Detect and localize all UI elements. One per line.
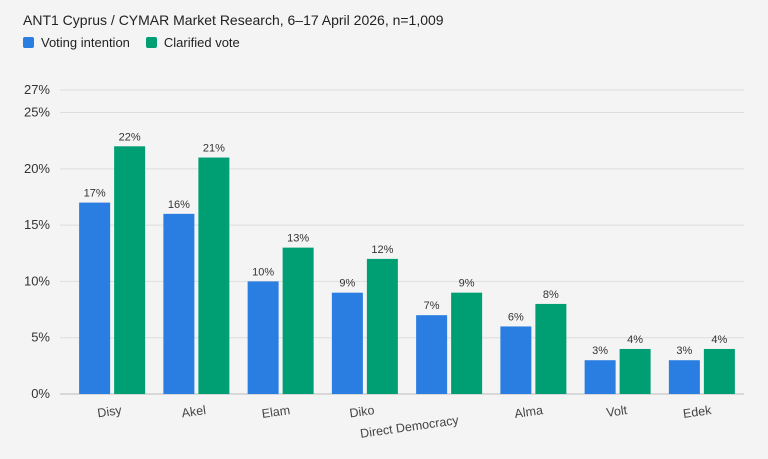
- bar-edek-series-0: [668, 360, 700, 394]
- bar-disy-series-1: [114, 146, 146, 394]
- y-tick-label-25: 25%: [24, 105, 50, 120]
- x-tick-label-volt: Volt: [605, 403, 628, 420]
- bar-direct-democracy-series-0: [416, 315, 448, 394]
- chart-title: ANT1 Cyprus / CYMAR Market Research, 6–1…: [23, 12, 444, 28]
- data-label-direct-democracy-series-1: 9%: [459, 278, 475, 290]
- y-tick-label-10: 10%: [24, 273, 50, 288]
- x-tick-label-disy: Disy: [97, 403, 124, 420]
- legend-label-clarified-vote: Clarified vote: [163, 35, 240, 50]
- data-label-alma-series-0: 6%: [508, 311, 524, 323]
- y-tick-label-5: 5%: [31, 330, 50, 345]
- bar-diko-series-0: [331, 292, 363, 394]
- bar-volt-series-1: [619, 348, 651, 394]
- legend-swatch-clarified-vote: [145, 37, 157, 48]
- bar-disy-series-0: [79, 202, 111, 394]
- bar-volt-series-0: [584, 360, 616, 394]
- data-label-volt-series-0: 3%: [592, 345, 608, 357]
- x-tick-label-akel: Akel: [181, 403, 207, 420]
- data-label-volt-series-1: 4%: [627, 334, 643, 346]
- data-label-alma-series-1: 8%: [543, 289, 559, 301]
- legend: Voting intention Clarified vote: [23, 35, 256, 50]
- bar-alma-series-1: [535, 303, 567, 394]
- data-label-diko-series-1: 12%: [371, 244, 393, 256]
- y-tick-label-20: 20%: [24, 161, 50, 176]
- data-label-akel-series-0: 16%: [168, 199, 190, 211]
- bar-direct-democracy-series-1: [451, 292, 483, 394]
- data-label-diko-series-0: 9%: [339, 278, 355, 290]
- x-tick-label-direct-democracy: Direct Democracy: [359, 413, 460, 441]
- bar-edek-series-1: [703, 348, 735, 394]
- data-label-disy-series-0: 17%: [84, 188, 106, 200]
- data-label-elam-series-0: 10%: [252, 266, 274, 278]
- y-tick-label-0: 0%: [31, 386, 50, 401]
- legend-item-voting-intention: Voting intention: [23, 35, 130, 50]
- bar-akel-series-1: [198, 157, 230, 394]
- legend-item-clarified-vote: Clarified vote: [145, 35, 240, 50]
- x-tick-label-edek: Edek: [682, 403, 713, 421]
- data-label-disy-series-1: 22%: [119, 131, 141, 143]
- data-label-elam-series-1: 13%: [287, 233, 309, 245]
- y-tick-label-15: 15%: [24, 217, 50, 232]
- data-label-edek-series-1: 4%: [711, 334, 727, 346]
- bar-elam-series-1: [282, 247, 314, 394]
- bar-elam-series-0: [247, 281, 279, 394]
- bar-alma-series-0: [500, 326, 532, 394]
- x-tick-label-elam: Elam: [261, 403, 291, 421]
- y-tick-label-27: 27%: [24, 82, 50, 97]
- data-label-direct-democracy-series-0: 7%: [424, 300, 440, 312]
- legend-swatch-voting-intention: [23, 37, 34, 48]
- data-label-akel-series-1: 21%: [203, 143, 225, 155]
- bar-diko-series-1: [366, 258, 398, 394]
- bar-akel-series-0: [163, 213, 195, 394]
- legend-label-voting-intention: Voting intention: [41, 35, 130, 50]
- x-tick-label-alma: Alma: [514, 403, 544, 421]
- data-label-edek-series-0: 3%: [676, 345, 692, 357]
- x-tick-label-diko: Diko: [349, 403, 376, 420]
